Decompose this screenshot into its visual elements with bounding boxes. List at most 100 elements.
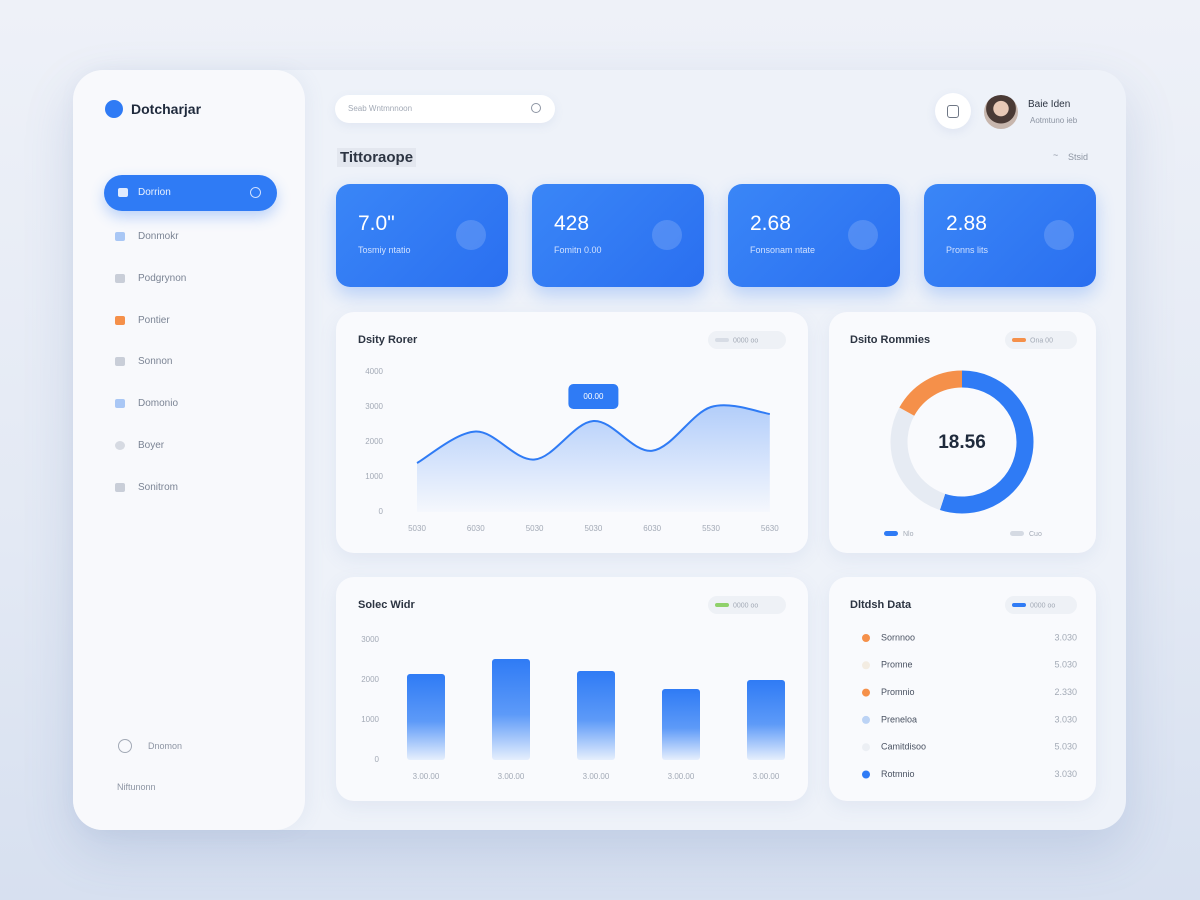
avatar[interactable] — [984, 95, 1018, 129]
y-tick-label: 3000 — [361, 635, 379, 644]
legend-swatch — [715, 338, 729, 342]
brand-name: Dotcharjar — [131, 101, 202, 117]
list-name: Camitdisoo — [881, 742, 926, 752]
nav-label[interactable]: Pontier — [138, 315, 170, 326]
nav-icon — [115, 483, 125, 492]
x-tick-label: 5030 — [526, 524, 544, 533]
x-tick-label: 5630 — [761, 524, 779, 533]
x-tick-label: 3.00.00 — [498, 772, 525, 781]
legend-label: Ona 00 — [1030, 337, 1053, 344]
legend-pill[interactable] — [708, 596, 786, 614]
x-tick-label: 3.00.00 — [583, 772, 610, 781]
y-tick-label: 1000 — [365, 472, 383, 481]
list-dot — [862, 688, 870, 697]
legend-swatch — [884, 531, 898, 536]
legend-swatch — [715, 603, 729, 607]
area-fill — [417, 405, 770, 512]
list-value: 2.330 — [1054, 687, 1077, 697]
list-value: 3.030 — [1054, 714, 1077, 724]
legend-pill[interactable] — [708, 331, 786, 349]
nav-label[interactable]: Sonnon — [138, 356, 173, 367]
bar[interactable] — [492, 659, 530, 760]
x-tick-label: 5530 — [702, 524, 720, 533]
detail-card — [829, 577, 1096, 801]
notification-button[interactable] — [935, 93, 971, 129]
kpi-icon — [456, 220, 486, 250]
kpi-label: Tosmiy ntatio — [358, 245, 411, 255]
list-name: Promne — [881, 660, 913, 670]
search-icon[interactable] — [531, 103, 541, 113]
legend-swatch — [1010, 531, 1024, 536]
footer-icon — [118, 739, 132, 753]
legend-swatch — [1012, 603, 1026, 607]
header-link[interactable]: Stsid — [1068, 152, 1089, 162]
nav-label[interactable]: Sonitrom — [138, 482, 179, 493]
list-dot — [862, 634, 870, 642]
y-tick-label: 0 — [379, 507, 384, 516]
list-value: 3.030 — [1054, 769, 1077, 779]
nav-icon — [115, 232, 125, 241]
notification-icon — [947, 105, 959, 118]
bar[interactable] — [662, 689, 700, 760]
list-dot — [862, 743, 870, 752]
nav-label[interactable]: Donmokr — [138, 231, 179, 242]
list-dot — [862, 661, 870, 670]
list-value: 5.030 — [1054, 742, 1077, 752]
donut-segment — [899, 370, 963, 417]
y-tick-label: 0 — [375, 755, 380, 764]
legend-label: Cuo — [1029, 531, 1042, 538]
y-tick-label: 2000 — [361, 675, 379, 684]
x-tick-label: 6030 — [467, 524, 485, 533]
nav-icon — [115, 441, 125, 450]
x-tick-label: 5030 — [408, 524, 426, 533]
nav-label[interactable]: Dorrion — [138, 187, 171, 198]
nav-icon — [115, 316, 125, 325]
search-box[interactable] — [335, 95, 555, 123]
kpi-icon — [1044, 220, 1074, 250]
kpi-card[interactable]: 7.0" Tosmiy ntatio — [336, 184, 508, 287]
footer-note: Niftunonn — [117, 782, 156, 792]
kpi-card[interactable]: 2.88 Pronns lits — [924, 184, 1096, 287]
kpi-label: Pronns lits — [946, 245, 989, 255]
list-value: 3.030 — [1054, 632, 1077, 642]
chart-title: Dsity Rorer — [358, 334, 418, 346]
user-name: Baie Iden — [1028, 99, 1071, 110]
kpi-value: 2.68 — [750, 212, 791, 235]
x-tick-label: 6030 — [643, 524, 661, 533]
nav-label[interactable]: Podgrynon — [138, 273, 187, 284]
nav-label[interactable]: Domonio — [138, 398, 179, 409]
nav-label[interactable]: Boyer — [138, 440, 165, 451]
legend-label: 0000 oo — [1030, 602, 1055, 609]
kpi-value: 428 — [554, 212, 590, 235]
chart-title: Solec Widr — [358, 599, 415, 611]
x-tick-label: 3.00.00 — [413, 772, 440, 781]
kpi-card[interactable]: 2.68 Fonsonam ntate — [728, 184, 900, 287]
nav-icon — [118, 188, 128, 197]
kpi-label: Fonsonam ntate — [750, 245, 816, 255]
x-tick-label: 3.00.00 — [753, 772, 780, 781]
nav-item-active[interactable] — [104, 175, 277, 211]
legend-label: 0000 oo — [733, 602, 758, 609]
bar[interactable] — [747, 680, 785, 760]
kpi-icon — [848, 220, 878, 250]
list-dot — [862, 770, 870, 779]
kpi-card[interactable]: 428 Fomitn 0.00 — [532, 184, 704, 287]
list-dot — [862, 715, 870, 724]
legend-label: Nlo — [903, 531, 914, 538]
kpi-label: Fomitn 0.00 — [554, 245, 602, 255]
nav-icon — [115, 357, 125, 366]
legend-pill[interactable] — [1005, 331, 1077, 349]
nav-icon — [115, 274, 125, 283]
y-tick-label: 3000 — [365, 402, 383, 411]
line — [416, 404, 770, 464]
footer-item[interactable]: Dnomon — [148, 741, 183, 751]
y-tick-label: 2000 — [365, 437, 383, 446]
bar[interactable] — [407, 674, 445, 760]
bar[interactable] — [577, 671, 615, 760]
user-subtitle: Aotmtuno ieb — [1030, 116, 1078, 125]
legend-label: 0000 oo — [733, 337, 758, 344]
x-tick-label: 5030 — [585, 524, 603, 533]
legend-pill[interactable] — [1005, 596, 1077, 614]
